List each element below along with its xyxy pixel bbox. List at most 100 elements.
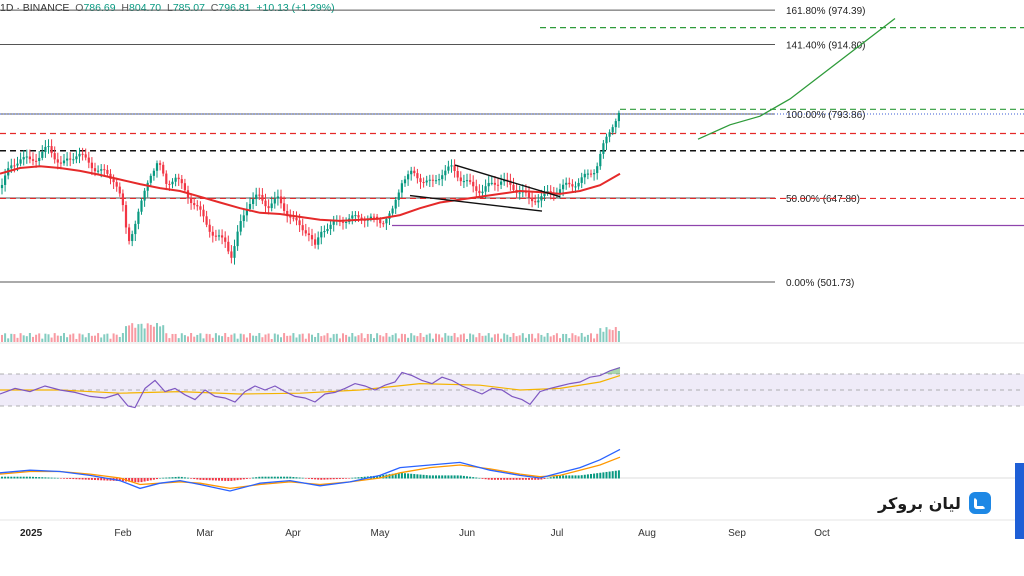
volume-bar — [165, 333, 168, 342]
macd-histogram-bar — [233, 478, 236, 481]
macd-histogram-bar — [543, 478, 546, 479]
candle-body — [162, 164, 165, 174]
macd-histogram-bar — [121, 478, 124, 482]
candle-body — [199, 206, 202, 210]
macd-histogram-bar — [419, 474, 422, 479]
candle-body — [286, 210, 289, 217]
volume-bar — [146, 323, 149, 342]
volume-bar — [404, 334, 406, 342]
candle-body — [614, 121, 617, 128]
volume-bar — [422, 336, 425, 342]
macd-histogram-bar — [422, 474, 425, 479]
macd-histogram-bar — [518, 478, 521, 480]
macd-histogram-bar — [481, 478, 484, 479]
volume-bar — [196, 334, 199, 342]
rsi-pane[interactable] — [0, 367, 1024, 409]
macd-histogram-bar — [444, 475, 447, 479]
candle-body — [44, 146, 47, 153]
candle-body — [438, 179, 441, 181]
macd-histogram-bar — [63, 478, 65, 479]
macd-histogram-bar — [35, 476, 38, 479]
candle-body — [304, 230, 307, 234]
macd-histogram-bar — [521, 478, 524, 480]
volume-bar — [177, 338, 180, 342]
macd-histogram-bar — [357, 477, 360, 479]
macd-histogram-bar — [276, 476, 279, 479]
macd-histogram-bar — [614, 470, 617, 479]
volume-bar — [221, 336, 224, 342]
macd-histogram-bar — [106, 478, 109, 481]
macd-histogram-bar — [459, 475, 462, 479]
high-label: H — [121, 2, 130, 14]
volume-bar — [121, 333, 124, 342]
volume-bar — [44, 333, 47, 342]
volume-bar — [577, 336, 580, 342]
close-label: C — [210, 2, 219, 14]
candle-body — [577, 182, 580, 187]
macd-histogram-bar — [320, 478, 323, 480]
volume-bar — [363, 338, 366, 342]
volume-bar — [320, 336, 323, 342]
volume-bar — [295, 337, 298, 342]
volume-bar — [586, 334, 589, 342]
volume-bar — [112, 333, 115, 342]
volume-bar — [230, 334, 233, 342]
low-value: 785.07 — [172, 2, 205, 14]
macd-histogram-bar — [128, 478, 131, 482]
macd-histogram-bar — [90, 478, 93, 480]
volume-bar — [292, 333, 295, 342]
candle-body — [472, 181, 475, 187]
candle-body — [283, 203, 286, 211]
macd-histogram-bar — [245, 478, 248, 479]
macd-histogram-bar — [301, 477, 304, 479]
macd-histogram-bar — [388, 474, 391, 479]
volume-bar — [252, 335, 255, 342]
volume-bar — [118, 336, 121, 342]
open-label: O — [75, 2, 84, 14]
macd-histogram-bar — [431, 475, 434, 479]
macd-histogram-bar — [562, 475, 565, 479]
high-value: 804.70 — [129, 2, 162, 14]
macd-histogram-bar — [546, 477, 549, 479]
candle-body — [317, 237, 320, 245]
volume-bar — [531, 333, 534, 342]
macd-histogram-bar — [413, 474, 416, 479]
candle-body — [416, 173, 419, 179]
volume-bar — [528, 334, 530, 342]
macd-histogram-bar — [329, 478, 332, 480]
volume-bar — [400, 333, 403, 342]
candle-body — [500, 181, 503, 185]
macd-histogram-bar — [528, 478, 530, 480]
candle-body — [217, 235, 221, 237]
volume-bar — [90, 335, 93, 342]
price-pane[interactable]: 161.80% (974.39) 141.40% (914.80) 100.00% … — [0, 6, 1024, 289]
volume-bar — [19, 333, 22, 342]
macd-histogram-bar — [515, 478, 518, 480]
volume-bar — [208, 334, 211, 342]
macd-histogram-bar — [323, 478, 326, 480]
candle-body — [53, 153, 56, 160]
candle-body — [400, 183, 403, 193]
macd-histogram-bar — [32, 476, 34, 479]
macd-histogram-bar — [22, 476, 25, 479]
candle-body — [341, 221, 345, 223]
volume-bar — [478, 333, 481, 342]
low-label: L — [166, 2, 173, 14]
volume-bar — [187, 336, 189, 342]
macd-histogram-bar — [146, 478, 149, 481]
macd-histogram-bar — [171, 477, 174, 479]
macd-pane[interactable] — [0, 448, 1024, 492]
macd-histogram-bar — [1, 476, 3, 479]
candle-body — [152, 170, 155, 176]
macd-histogram-bar — [152, 478, 155, 480]
volume-bar — [314, 336, 317, 342]
macd-histogram-bar — [19, 476, 22, 479]
volume-bar — [152, 326, 155, 342]
candle-body — [264, 200, 267, 207]
candle-body — [171, 181, 174, 185]
macd-histogram-bar — [438, 475, 441, 479]
volume-bar — [267, 333, 270, 342]
candle-body — [0, 184, 4, 189]
candle-body — [248, 204, 252, 209]
